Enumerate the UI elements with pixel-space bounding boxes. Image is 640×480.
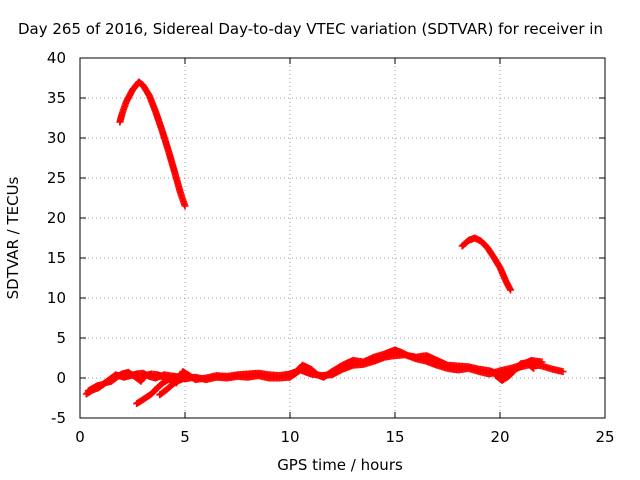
x-axis-label: GPS time / hours: [277, 456, 403, 474]
tick-layer: 0 5 10 15 20 25 -5 0 5 10 15 20 25 30 35 40: [47, 49, 615, 446]
data-layer: [82, 78, 567, 408]
plot-frame: [79, 57, 606, 419]
data-point: [181, 202, 189, 210]
data-point: [538, 358, 546, 366]
x-tick-label: 25: [595, 428, 614, 446]
y-tick-label: 0: [56, 369, 66, 387]
x-tick-label: 15: [385, 428, 404, 446]
y-tick-label: 5: [56, 329, 66, 347]
y-tick-label: 10: [47, 289, 66, 307]
data-point: [530, 364, 538, 372]
x-tick-label: 20: [490, 428, 509, 446]
y-tick-label: 35: [47, 89, 66, 107]
data-point: [507, 286, 514, 294]
y-tick-label: 40: [47, 49, 66, 67]
y-tick-label: 25: [47, 169, 66, 187]
y-tick-label: 20: [47, 209, 66, 227]
data-point: [559, 368, 567, 376]
x-tick-label: 5: [180, 428, 190, 446]
x-tick-label: 0: [75, 428, 85, 446]
chart-title: Day 265 of 2016, Sidereal Day-to-day VTE…: [18, 20, 603, 38]
data-point: [529, 363, 537, 371]
data-point: [181, 374, 189, 382]
x-tick-label: 10: [280, 428, 299, 446]
y-tick-label: 30: [47, 129, 66, 147]
y-tick-label: 15: [47, 249, 66, 267]
y-axis-label: SDTVAR / TECUs: [4, 176, 22, 299]
grid-layer: [80, 58, 605, 418]
y-tick-label: -5: [51, 409, 66, 427]
